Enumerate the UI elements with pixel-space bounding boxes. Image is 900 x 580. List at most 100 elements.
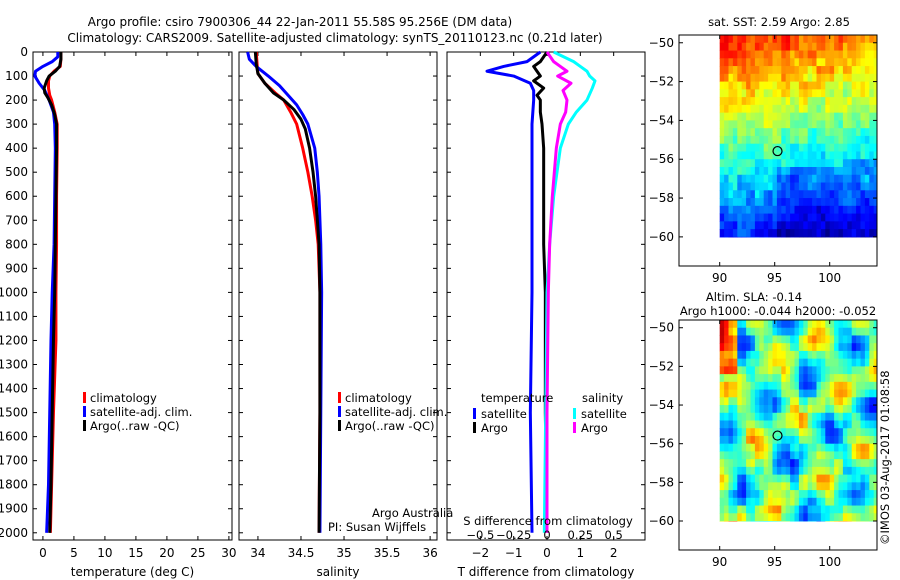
map-cell	[860, 221, 866, 230]
map-cell	[825, 128, 831, 137]
map-cell	[728, 73, 734, 83]
x-tick-label: 10	[97, 546, 112, 560]
map-cell	[807, 374, 813, 383]
map-cell	[838, 482, 844, 491]
map-cell	[847, 381, 853, 391]
map-cell	[781, 50, 787, 59]
map-cell	[860, 335, 866, 344]
map-cell	[847, 128, 853, 137]
map-cell	[741, 358, 747, 367]
map-cell	[803, 497, 809, 507]
map-cell	[869, 229, 875, 238]
map-cell	[807, 350, 813, 360]
map-cell	[794, 343, 800, 352]
map-cell	[825, 89, 831, 98]
map-cell	[847, 213, 853, 222]
map-cell	[820, 190, 826, 199]
map-cell	[728, 381, 734, 391]
map-cell	[842, 327, 848, 336]
map-cell	[825, 505, 831, 514]
map-cell	[864, 459, 870, 468]
map-cell	[794, 81, 800, 90]
map-cell	[847, 58, 853, 67]
map-cell	[807, 143, 813, 152]
map-cell	[781, 159, 787, 168]
map-cell	[816, 397, 822, 406]
map-cell	[776, 443, 782, 452]
map-cell	[869, 505, 875, 514]
series-line-s-argo	[545, 51, 573, 533]
map-cell	[732, 236, 738, 238]
map-cell	[772, 58, 778, 67]
map-cell	[754, 389, 760, 398]
map-cell	[834, 190, 839, 199]
map-cell	[790, 167, 795, 176]
lat-tick-label: −60	[649, 514, 674, 528]
map-cell	[759, 58, 765, 67]
map-cell	[807, 35, 813, 44]
map-cell	[842, 50, 848, 59]
map-cell	[807, 104, 813, 114]
map-cell	[732, 358, 738, 367]
map-cell	[741, 213, 747, 222]
map-cell	[869, 366, 875, 375]
map-cell	[829, 135, 835, 145]
map-cell	[754, 459, 760, 468]
map-cell	[728, 443, 734, 452]
map-cell	[851, 205, 857, 215]
map-cell	[842, 182, 848, 191]
map-cell	[763, 236, 769, 238]
map-cell	[803, 58, 809, 67]
map-cell	[812, 229, 817, 238]
map-cell	[838, 497, 844, 507]
map-cell	[750, 229, 756, 238]
map-cell	[869, 104, 875, 114]
map-cell	[794, 320, 800, 329]
map-cell	[838, 466, 844, 476]
map-cell	[781, 381, 787, 391]
legend-label: satellite-adj. clim.	[90, 405, 192, 419]
map-cell	[847, 366, 853, 375]
map-cell	[741, 505, 747, 514]
map-cell	[763, 58, 769, 67]
map-cell	[847, 358, 853, 367]
map-cell	[768, 128, 773, 137]
map-cell	[816, 327, 822, 336]
map-cell	[768, 459, 773, 468]
map-cell	[807, 135, 813, 145]
map-cell	[737, 350, 743, 360]
map-cell	[719, 135, 725, 145]
map-cell	[737, 381, 743, 391]
map-cell	[820, 205, 826, 215]
lat-tick-label: −50	[649, 36, 674, 50]
map-cell	[741, 66, 747, 75]
map-cell	[794, 358, 800, 367]
map-cell	[860, 389, 866, 398]
map-cell	[781, 466, 787, 476]
map-cell	[754, 335, 760, 344]
map-cell	[772, 389, 778, 398]
map-cell	[759, 397, 765, 406]
map-cell	[873, 182, 878, 191]
map-cell	[781, 97, 787, 106]
map-cell	[838, 73, 844, 83]
map-cell	[807, 443, 813, 452]
map-cell	[842, 89, 848, 98]
map-cell	[737, 412, 743, 422]
map-cell	[798, 374, 804, 383]
map-cell	[732, 389, 738, 398]
map-cell	[820, 174, 826, 184]
map-cell	[768, 474, 773, 483]
map-cell	[790, 66, 795, 75]
map-cell	[838, 112, 844, 121]
map-cell	[856, 50, 861, 59]
map-cell	[812, 366, 817, 375]
map-cell	[785, 405, 791, 414]
map-cell	[750, 521, 756, 522]
map-cell	[860, 229, 866, 238]
map-cell	[820, 89, 826, 98]
map-cell	[816, 58, 822, 67]
map-cell	[732, 374, 738, 383]
map-cell	[728, 89, 734, 98]
map-cell	[741, 42, 747, 52]
